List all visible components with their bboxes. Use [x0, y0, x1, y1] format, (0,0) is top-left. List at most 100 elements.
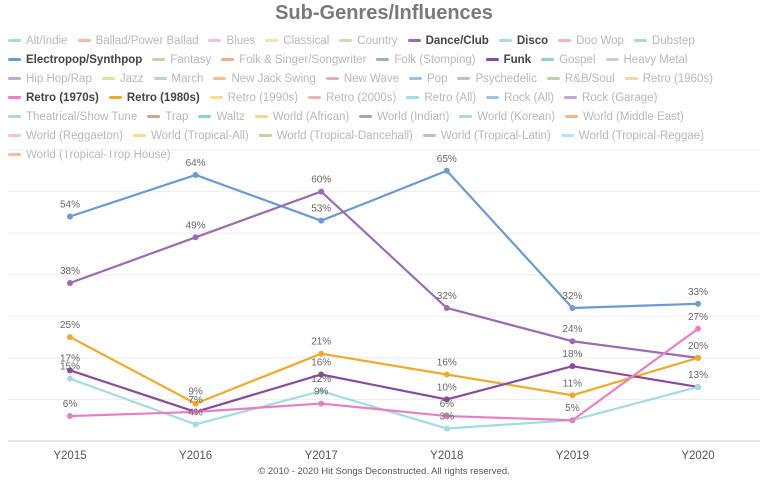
legend-label: Electropop/Synthpop [26, 53, 143, 66]
x-tick-label: Y2020 [681, 450, 714, 462]
chart-legend: Alt/Indie Ballad/Power Ballad Blues Classic… [8, 32, 764, 163]
legend-item[interactable]: R&B/Soul [546, 70, 615, 87]
legend-swatch [8, 96, 21, 99]
legend-item[interactable]: Classical [265, 32, 329, 49]
legend-item[interactable]: Jazz [101, 70, 144, 87]
legend-item[interactable]: World (Middle East) [565, 108, 684, 125]
data-point [192, 171, 199, 178]
legend-item[interactable]: World (Tropical-Dancehall) [258, 127, 413, 144]
legend-swatch [258, 134, 272, 137]
legend-swatch [560, 134, 574, 137]
legend-item[interactable]: Dubstep [633, 32, 695, 49]
data-label: 3% [440, 412, 455, 423]
data-label: 25% [60, 320, 80, 331]
legend-item[interactable]: Blues [208, 32, 255, 49]
data-label: 16% [437, 357, 457, 368]
legend-item[interactable]: Ballad/Power Ballad [77, 32, 198, 49]
x-tick-label: Y2018 [430, 450, 463, 462]
legend-swatch [147, 115, 161, 118]
data-label: 20% [688, 341, 708, 352]
legend-item[interactable]: Doo Wop [558, 32, 624, 49]
data-label: 64% [186, 158, 206, 169]
data-label: 65% [437, 154, 457, 165]
legend-label: Heavy Metal [623, 53, 688, 66]
legend-swatch [359, 115, 373, 118]
legend-item[interactable]: Retro (2000s) [308, 89, 396, 106]
data-label: 15% [60, 362, 80, 373]
legend-item[interactable]: Fantasy [152, 51, 211, 68]
legend-item[interactable]: Heavy Metal [605, 51, 688, 68]
legend-item[interactable]: World (Tropical-All) [132, 127, 249, 144]
legend-label: Retro (All) [424, 91, 477, 104]
legend-item[interactable]: World (Reggaeton) [8, 127, 123, 144]
legend-swatch [208, 39, 222, 42]
legend-item[interactable]: World (Tropical-Trop House) [8, 146, 171, 163]
legend-item[interactable]: World (Korean) [459, 108, 555, 125]
legend-label: World (Korean) [477, 110, 556, 123]
legend-item[interactable]: Retro (1970s) [8, 89, 99, 106]
legend-label: Psychedelic [475, 72, 537, 85]
data-label: 9% [188, 387, 203, 398]
legend-swatch [8, 134, 21, 137]
data-label: 21% [311, 337, 331, 348]
data-point [318, 400, 325, 407]
legend-item[interactable]: Disco [498, 32, 548, 49]
legend-swatch [8, 58, 21, 61]
data-label: 7% [188, 395, 203, 406]
data-label: 24% [562, 324, 582, 335]
legend-swatch [8, 115, 21, 118]
legend-label: Trap [165, 110, 189, 123]
legend-item[interactable]: Gospel [541, 51, 596, 68]
legend-item[interactable]: Retro (1980s) [108, 89, 200, 106]
data-point [192, 234, 199, 241]
legend-swatch [498, 39, 512, 42]
legend-label: Rock (All) [504, 91, 554, 104]
legend-item[interactable]: Rock (All) [486, 89, 554, 106]
legend-item[interactable]: Folk (Stomping) [376, 51, 476, 68]
legend-item[interactable]: Folk & Singer/Songwriter [221, 51, 366, 68]
data-point [695, 300, 701, 307]
legend-swatch [265, 39, 279, 42]
legend-label: Alt/Indie [26, 34, 68, 47]
legend-label: Classical [283, 34, 330, 47]
legend-label: Jazz [119, 72, 144, 85]
legend-item[interactable]: Waltz [198, 108, 245, 125]
series-line [69, 327, 699, 422]
legend-item[interactable]: World (African) [254, 108, 349, 125]
legend-item[interactable]: Psychedelic [457, 70, 537, 87]
legend-label: World (Tropical-Latin) [440, 129, 551, 142]
data-label: 53% [311, 204, 331, 215]
legend-item[interactable]: Trap [147, 108, 188, 125]
legend-item[interactable]: Dance/Club [407, 32, 489, 49]
legend-swatch [77, 39, 91, 42]
legend-item[interactable]: Funk [485, 51, 531, 68]
data-point [569, 363, 576, 370]
legend-swatch [605, 58, 619, 61]
legend-item[interactable]: Retro (1960s) [624, 70, 714, 87]
legend-item[interactable]: New Wave [325, 70, 399, 87]
legend-item[interactable]: World (Indian) [359, 108, 449, 125]
legend-item[interactable]: Pop [409, 70, 447, 87]
legend-item[interactable]: Theatrical/Show Tune [8, 108, 137, 125]
legend-label: World (Tropical-All) [150, 129, 249, 142]
legend-swatch [213, 77, 227, 80]
data-point [695, 383, 701, 390]
legend-item[interactable]: Retro (1990s) [209, 89, 298, 106]
legend-item[interactable]: Country [339, 32, 398, 49]
legend-item[interactable]: Alt/Indie [8, 32, 68, 49]
legend-item[interactable]: World (Tropical-Reggae) [560, 127, 704, 144]
legend-item[interactable]: Retro (All) [406, 89, 476, 106]
legend-item[interactable]: New Jack Swing [213, 70, 316, 87]
data-point [695, 354, 701, 361]
legend-item[interactable]: Hip Hop/Rap [8, 70, 92, 87]
legend-swatch [558, 39, 572, 42]
legend-item[interactable]: World (Tropical-Latin) [422, 127, 551, 144]
legend-item[interactable]: Rock (Garage) [563, 89, 657, 106]
legend-swatch [485, 58, 499, 61]
legend-swatch [486, 96, 500, 99]
legend-label: Country [357, 34, 398, 47]
legend-label: Retro (1960s) [642, 72, 714, 85]
legend-item[interactable]: March [153, 70, 203, 87]
data-label: 11% [563, 378, 582, 389]
legend-item[interactable]: Electropop/Synthpop [8, 51, 142, 68]
